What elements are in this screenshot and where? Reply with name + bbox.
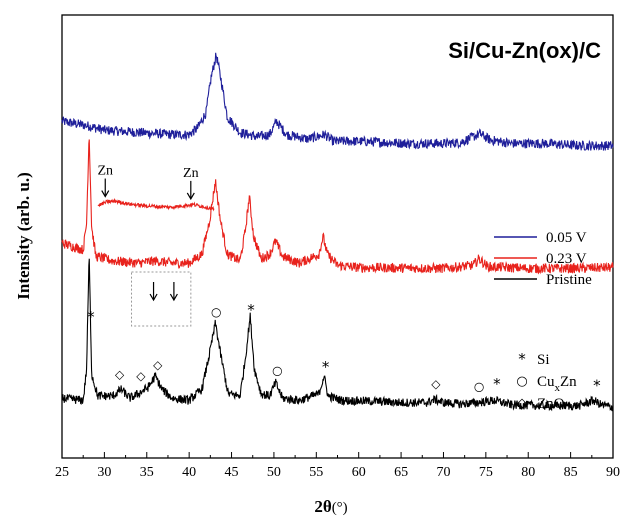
peak-marker: * xyxy=(247,301,255,319)
marker-legend-label-1: CuxZn xyxy=(537,374,577,394)
x-axis-label-unit: (°) xyxy=(332,500,348,516)
x-tick-label: 60 xyxy=(352,465,366,480)
peak-marker: * xyxy=(87,308,95,326)
marker-legend-label-suffix: Zn xyxy=(560,374,577,390)
x-tick-label: 30 xyxy=(97,465,111,480)
box-arrow-head-1 xyxy=(169,293,178,302)
zoom-box xyxy=(131,271,192,327)
inset-arrow-label-0: Zn xyxy=(97,164,113,179)
x-tick-label: 70 xyxy=(436,465,450,480)
box-arrow-head-0 xyxy=(149,293,158,302)
series-line-1 xyxy=(61,139,614,275)
peak-marker: ○ xyxy=(474,379,484,393)
plot-area: Zn Zn * ◇ ◇ ◇ ○ * ○ * ◇ ○ * * xyxy=(61,52,614,412)
legend-label-2: Pristine xyxy=(546,272,592,288)
series-line-2 xyxy=(61,258,614,412)
x-tick-label: 75 xyxy=(479,465,493,480)
marker-legend-label-sub: x xyxy=(555,382,561,394)
x-tick-label: 25 xyxy=(55,465,69,480)
peak-marker: ◇ xyxy=(153,358,163,372)
legend-label-0: 0.05 V xyxy=(546,230,587,246)
legend: 0.05 V 0.23 V Pristine xyxy=(494,230,592,288)
inset-arrow-head-1 xyxy=(186,192,195,201)
x-tick-label: 40 xyxy=(182,465,196,480)
x-tick-label: 80 xyxy=(521,465,535,480)
inset-trace xyxy=(97,197,215,212)
legend-label-1: 0.23 V xyxy=(546,251,587,267)
marker-legend-label-main: Si xyxy=(537,352,550,368)
marker-legend-label-main: Cu xyxy=(537,374,555,390)
marker-legend-symbol-2: ◇ xyxy=(517,396,527,411)
y-axis-label: Intensity (arb. u.) xyxy=(14,172,33,300)
x-tick-label: 45 xyxy=(225,465,239,480)
panel-title: Si/Cu-Zn(ox)/C xyxy=(448,38,601,63)
inset-arrow-head-0 xyxy=(101,190,110,198)
x-tick-label: 85 xyxy=(564,465,578,480)
peak-marker: ◇ xyxy=(115,368,125,382)
x-tick-label: 50 xyxy=(267,465,281,480)
x-tick-label: 55 xyxy=(309,465,323,480)
marker-legend-symbol-1: ○ xyxy=(516,374,527,389)
x-tick-label: 35 xyxy=(140,465,154,480)
x-tick-label: 65 xyxy=(394,465,408,480)
marker-legend: * Si ○ CuxZn ◇ ZnO xyxy=(516,350,577,412)
inset-arrow-label-1: Zn xyxy=(183,166,199,181)
x-tick-label: 90 xyxy=(606,465,620,480)
marker-legend-label-2: ZnO xyxy=(537,396,565,412)
marker-legend-label-main: ZnO xyxy=(537,396,565,412)
marker-legend-symbol-0: * xyxy=(518,350,526,368)
peak-marker: ◇ xyxy=(431,377,441,391)
x-axis-ticks: 25 30 35 40 45 50 55 60 65 70 75 80 85 90 xyxy=(55,452,620,480)
peak-marker: * xyxy=(322,358,330,376)
peak-marker: * xyxy=(493,375,501,393)
x-axis-label: 2θ(°) xyxy=(314,497,347,516)
peak-marker: ◇ xyxy=(136,369,146,383)
x-axis-label-main: 2θ xyxy=(314,497,332,516)
marker-legend-label-0: Si xyxy=(537,352,550,368)
peak-marker: * xyxy=(593,376,601,394)
series-line-0 xyxy=(61,52,614,151)
peak-marker: ○ xyxy=(211,305,221,319)
peak-marker: ○ xyxy=(272,364,282,378)
